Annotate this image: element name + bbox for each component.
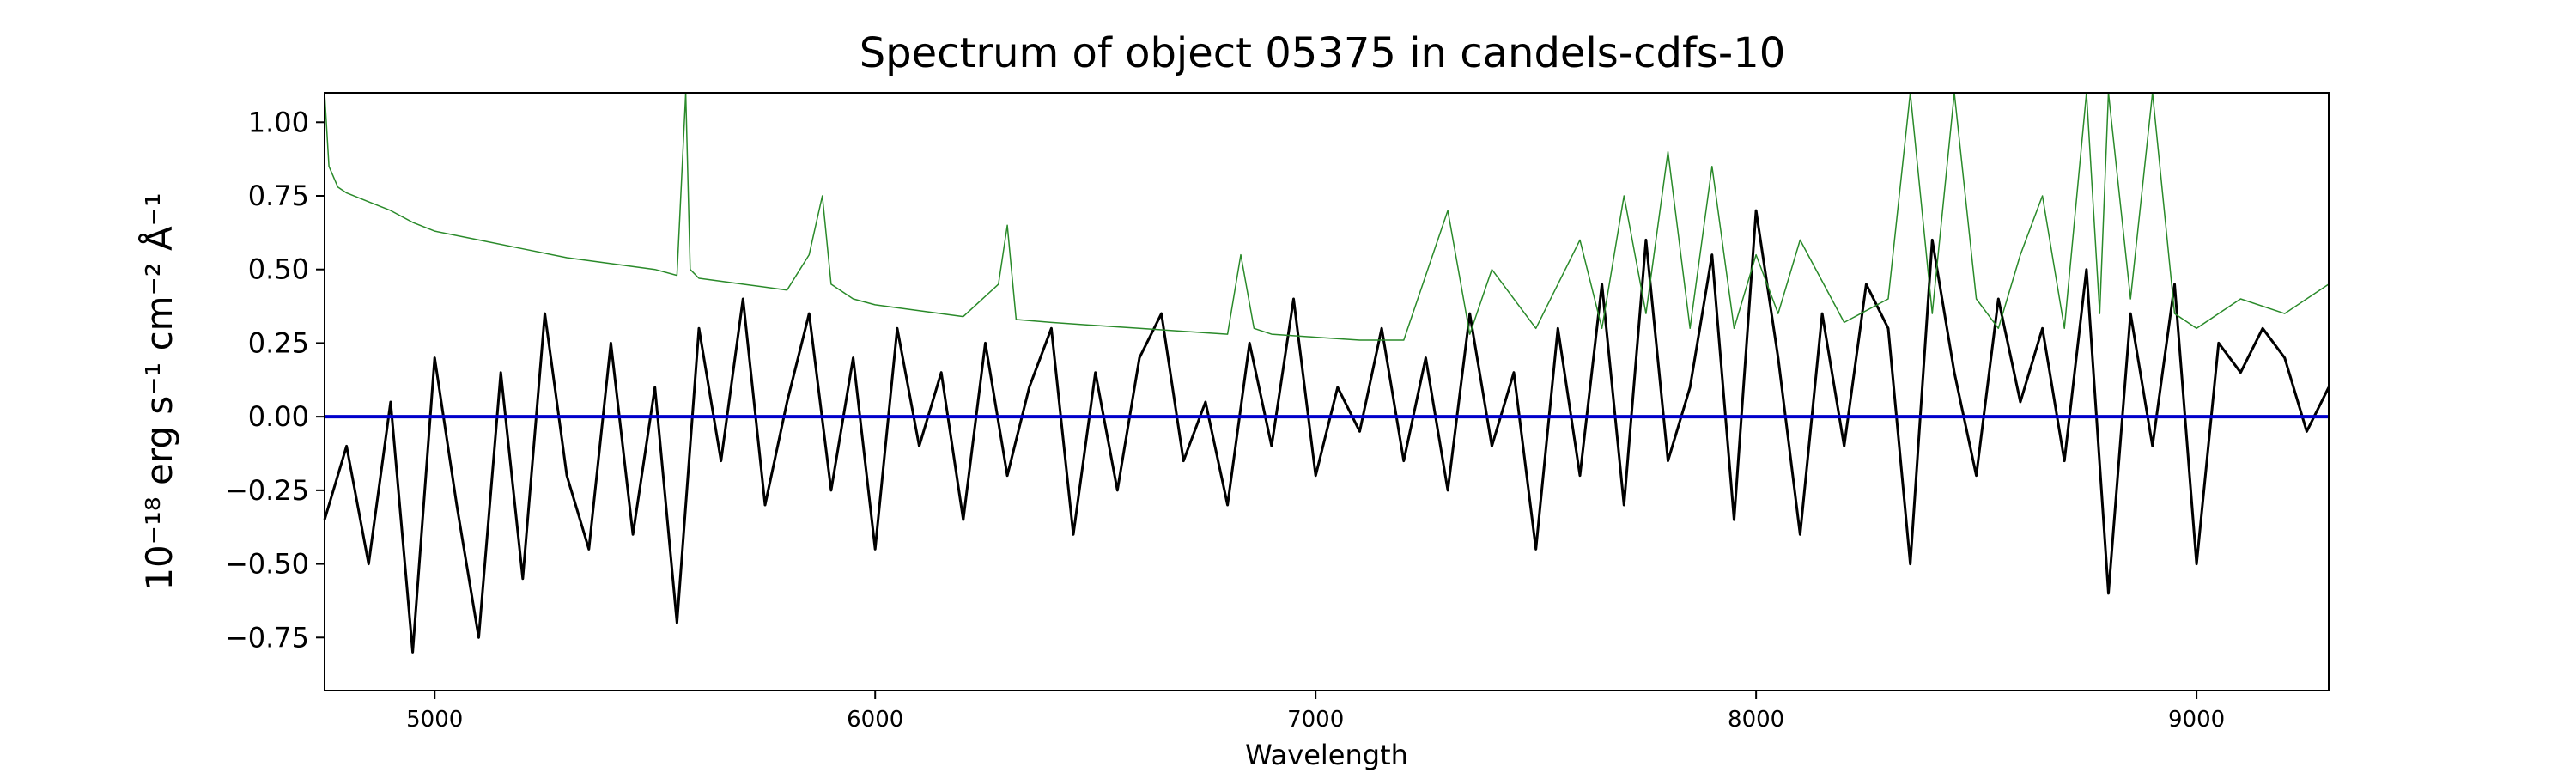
y-tick-label: 0.25 (248, 326, 309, 359)
chart-title: Spectrum of object 05375 in candels-cdfs… (860, 29, 1786, 77)
y-tick-label: −0.75 (225, 621, 309, 654)
plot-frame (324, 92, 2330, 691)
x-tick-label: 8000 (1728, 707, 1784, 733)
x-axis: 5000 6000 7000 8000 9000 (406, 691, 2225, 733)
x-tick-label: 5000 (406, 707, 463, 733)
x-tick-label: 7000 (1287, 707, 1344, 733)
y-tick-label: 0.75 (248, 180, 309, 212)
y-tick-label: −0.50 (225, 548, 309, 581)
y-axis-label: 10⁻¹⁸ erg s⁻¹ cm⁻² Å⁻¹ (137, 192, 180, 590)
y-tick-label: 0.50 (248, 253, 309, 286)
plot-area (323, 92, 2330, 654)
y-tick-label: −0.25 (225, 474, 309, 507)
y-tick-label: 0.00 (248, 400, 309, 433)
error-series-line (324, 92, 2330, 341)
x-tick-label: 9000 (2168, 707, 2225, 733)
y-tick-label: 1.00 (248, 106, 309, 138)
flux-series-line (323, 209, 2330, 654)
x-tick-label: 6000 (847, 707, 903, 733)
x-axis-label: Wavelength (1245, 739, 1408, 771)
y-axis: −0.75 −0.50 −0.25 0.00 0.25 0.50 0.75 1.00 (225, 106, 325, 654)
